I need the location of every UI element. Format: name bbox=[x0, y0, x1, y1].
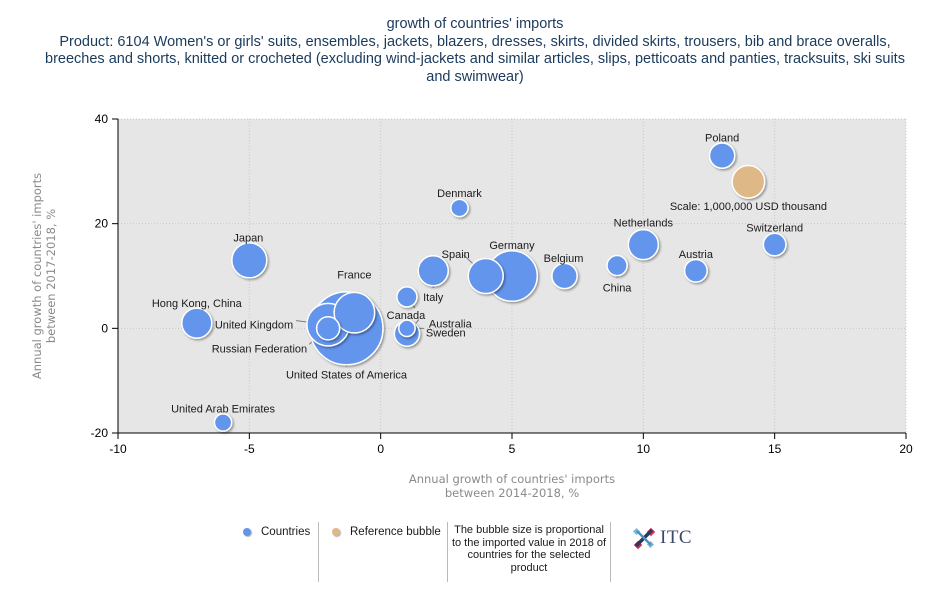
country-label: Japan bbox=[233, 232, 263, 244]
country-label: United Kingdom bbox=[215, 320, 293, 332]
y-tick-label: 40 bbox=[95, 112, 109, 126]
country-label: Austria bbox=[679, 249, 714, 261]
x-tick-label: 0 bbox=[377, 442, 384, 456]
country-bubble bbox=[762, 232, 787, 257]
itc-logo-text: ITC bbox=[660, 527, 693, 548]
legend-item-countries[interactable]: Countries bbox=[243, 526, 310, 538]
y-axis-title-line1: Annual growth of countries' imports bbox=[30, 173, 44, 379]
country-label: Canada bbox=[387, 310, 426, 322]
country-label: Switzerland bbox=[746, 223, 803, 235]
countries-bubble-icon bbox=[243, 528, 251, 536]
country-bubble bbox=[315, 316, 341, 341]
reference-bubble-label: Scale: 1,000,000 USD thousand bbox=[670, 201, 827, 213]
country-label: Denmark bbox=[437, 188, 482, 200]
country-bubble bbox=[450, 198, 469, 218]
country-bubble bbox=[627, 228, 660, 261]
reference-bubble bbox=[731, 164, 766, 199]
country-label: Germany bbox=[489, 240, 535, 252]
legend-divider bbox=[318, 522, 319, 582]
axes: -10 -5 0 5 10 15 20 -20 0 20 40 bbox=[91, 112, 913, 456]
country-label: Sweden bbox=[426, 327, 466, 339]
country-bubble bbox=[551, 262, 578, 290]
country-bubble bbox=[467, 257, 504, 295]
legend-label-countries: Countries bbox=[261, 526, 311, 538]
country-label: United States of America bbox=[286, 369, 408, 381]
country-bubble bbox=[417, 254, 449, 287]
country-bubble bbox=[683, 258, 708, 283]
bubble-labels: United States of America Germany United Ki… bbox=[152, 133, 827, 416]
country-label: Spain bbox=[442, 249, 470, 261]
legend-divider bbox=[610, 522, 611, 582]
country-label: Italy bbox=[423, 292, 444, 304]
country-label: Poland bbox=[705, 133, 739, 145]
x-tick-label: 5 bbox=[509, 442, 516, 456]
country-bubble bbox=[708, 142, 736, 170]
reference-bubble-icon bbox=[332, 528, 340, 536]
country-label: France bbox=[337, 270, 371, 282]
country-label: Russian Federation bbox=[212, 343, 307, 355]
x-axis-title-line1: Annual growth of countries' imports bbox=[409, 472, 615, 486]
chart-title: growth of countries' imports bbox=[386, 16, 564, 32]
country-bubble bbox=[231, 242, 268, 279]
country-label: Hong Kong, China bbox=[152, 298, 243, 310]
y-tick-label: -20 bbox=[91, 426, 109, 440]
legend-note: The bubble size is proportional to the i… bbox=[451, 524, 607, 574]
x-tick-label: 20 bbox=[899, 442, 913, 456]
itc-logo-icon bbox=[632, 527, 656, 550]
legend-item-reference[interactable]: Reference bubble bbox=[332, 526, 441, 538]
country-bubble bbox=[606, 254, 628, 277]
itc-logo: ITC bbox=[632, 526, 692, 550]
legend-divider bbox=[447, 522, 448, 582]
country-label: Australia bbox=[429, 319, 473, 331]
x-tick-label: -5 bbox=[244, 442, 255, 456]
y-axis-title-line2: between 2017-2018, % bbox=[44, 209, 58, 343]
legend-label-reference: Reference bubble bbox=[350, 526, 441, 538]
legend: Countries Reference bubble The bubble si… bbox=[0, 518, 950, 582]
country-bubble bbox=[213, 413, 233, 432]
x-axis-title-line2: between 2014-2018, % bbox=[445, 486, 579, 500]
country-label: Belgium bbox=[544, 253, 584, 265]
country-label: United Arab Emirates bbox=[171, 404, 275, 416]
y-tick-label: 0 bbox=[101, 321, 108, 335]
x-tick-label: 15 bbox=[768, 442, 782, 456]
chart-subtitle: Product: 6104 Women's or girls' suits, e… bbox=[45, 33, 905, 85]
y-tick-label: 20 bbox=[95, 217, 109, 231]
bubble-chart: -10 -5 0 5 10 15 20 -20 0 20 40 United States of A… bbox=[30, 112, 913, 500]
country-bubble bbox=[333, 291, 376, 334]
bubbles bbox=[181, 142, 787, 432]
chart-title-block: growth of countries' imports Product: 61… bbox=[0, 16, 950, 86]
country-label: China bbox=[603, 283, 633, 295]
country-bubble bbox=[398, 319, 416, 338]
country-bubble bbox=[181, 307, 213, 339]
x-tick-label: -10 bbox=[109, 442, 127, 456]
country-label: Netherlands bbox=[614, 218, 674, 230]
x-tick-label: 10 bbox=[637, 442, 651, 456]
country-bubble bbox=[396, 286, 418, 308]
